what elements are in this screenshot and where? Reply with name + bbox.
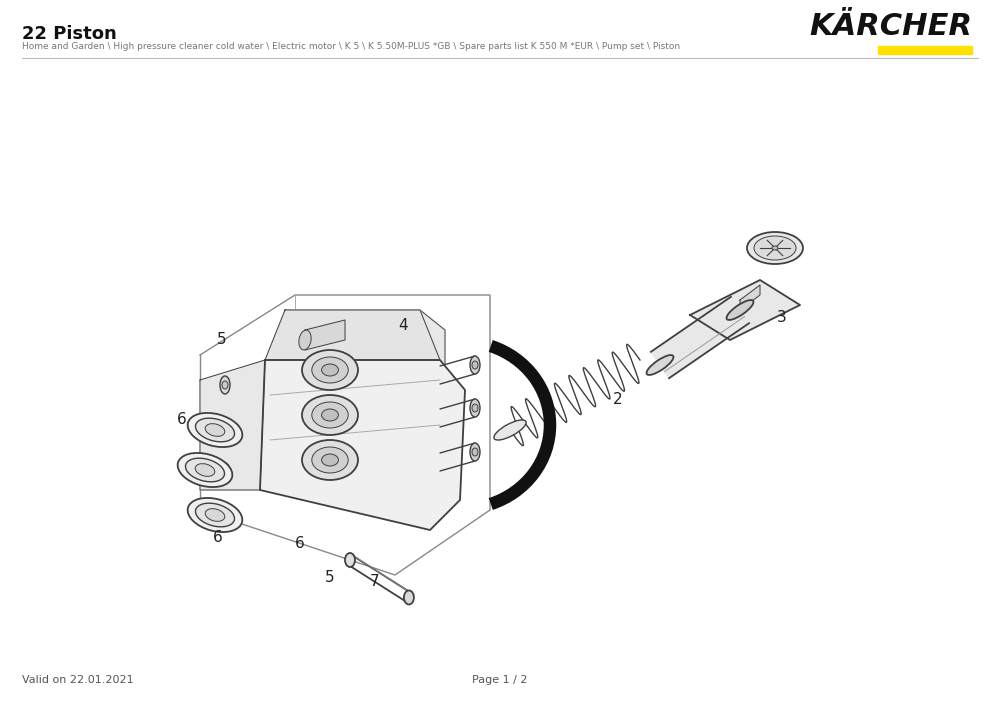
Ellipse shape: [472, 361, 478, 369]
Ellipse shape: [178, 453, 232, 487]
Ellipse shape: [470, 443, 480, 461]
Ellipse shape: [345, 553, 355, 567]
Polygon shape: [690, 280, 800, 340]
Text: 5: 5: [325, 571, 335, 585]
Text: 7: 7: [370, 575, 380, 590]
Ellipse shape: [404, 590, 414, 604]
Ellipse shape: [312, 402, 348, 428]
Ellipse shape: [312, 357, 348, 383]
Text: 4: 4: [398, 317, 408, 332]
Text: KÄRCHER: KÄRCHER: [809, 12, 972, 41]
Ellipse shape: [302, 395, 358, 435]
Ellipse shape: [647, 355, 673, 375]
Ellipse shape: [195, 503, 235, 527]
Polygon shape: [740, 285, 760, 310]
Ellipse shape: [220, 376, 230, 394]
Polygon shape: [651, 297, 749, 378]
Text: Page 1 / 2: Page 1 / 2: [472, 675, 528, 685]
Ellipse shape: [772, 246, 778, 250]
Polygon shape: [260, 360, 465, 530]
Ellipse shape: [220, 419, 230, 437]
Bar: [878, 46, 972, 54]
Ellipse shape: [222, 381, 228, 389]
Ellipse shape: [302, 350, 358, 390]
Ellipse shape: [195, 418, 235, 442]
Text: 6: 6: [295, 535, 305, 551]
Ellipse shape: [322, 364, 338, 376]
Ellipse shape: [205, 423, 225, 436]
Ellipse shape: [472, 404, 478, 412]
Ellipse shape: [727, 300, 753, 320]
Ellipse shape: [302, 440, 358, 480]
Polygon shape: [280, 310, 445, 385]
Ellipse shape: [185, 458, 225, 481]
Ellipse shape: [299, 330, 311, 350]
Text: 6: 6: [177, 412, 187, 428]
Text: Home and Garden \ High pressure cleaner cold water \ Electric motor \ K 5 \ K 5.: Home and Garden \ High pressure cleaner …: [22, 42, 680, 51]
Ellipse shape: [754, 236, 796, 260]
Ellipse shape: [188, 498, 242, 532]
Polygon shape: [265, 310, 440, 360]
Ellipse shape: [222, 424, 228, 432]
Ellipse shape: [470, 356, 480, 374]
Ellipse shape: [470, 399, 480, 417]
Ellipse shape: [312, 447, 348, 473]
Ellipse shape: [222, 468, 228, 476]
Ellipse shape: [188, 413, 242, 447]
Ellipse shape: [322, 454, 338, 466]
Text: 2: 2: [613, 392, 623, 407]
Ellipse shape: [494, 420, 526, 440]
Ellipse shape: [220, 463, 230, 481]
Text: 5: 5: [217, 332, 227, 348]
Text: Valid on 22.01.2021: Valid on 22.01.2021: [22, 675, 134, 685]
Polygon shape: [305, 320, 345, 350]
Text: 6: 6: [213, 530, 223, 546]
Ellipse shape: [205, 508, 225, 521]
Text: 3: 3: [777, 310, 787, 325]
Ellipse shape: [472, 448, 478, 456]
Ellipse shape: [747, 232, 803, 264]
Text: 22 Piston: 22 Piston: [22, 25, 117, 43]
Ellipse shape: [195, 464, 215, 477]
Polygon shape: [200, 360, 265, 490]
Ellipse shape: [322, 409, 338, 421]
